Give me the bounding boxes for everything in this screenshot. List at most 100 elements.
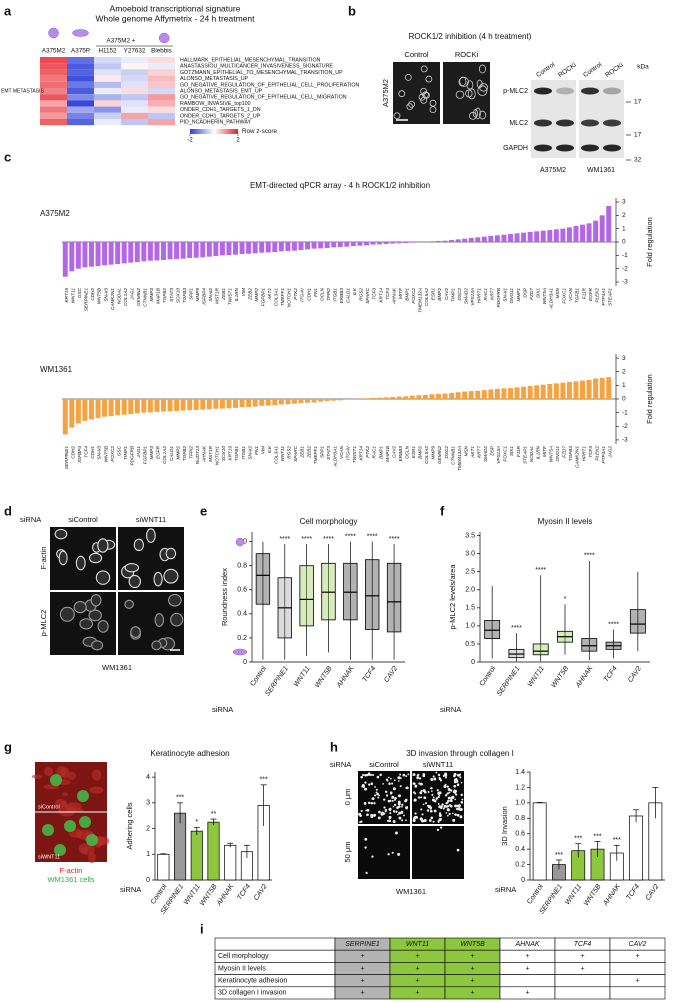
bar	[134, 242, 140, 262]
bar	[219, 399, 225, 409]
cell	[359, 814, 362, 817]
bar	[436, 240, 441, 242]
heatmap-cell	[67, 69, 94, 76]
bar	[508, 388, 513, 399]
bar	[62, 242, 68, 277]
bar	[540, 384, 546, 399]
cell	[399, 785, 402, 788]
heatmap-cell	[121, 69, 148, 76]
cell	[448, 791, 451, 794]
cell	[451, 795, 455, 799]
row-label: GO_NEGATIVE_REGULATION_OF_EPITHELIAL_CEL…	[180, 95, 347, 101]
gene-label: MMP2	[175, 446, 180, 460]
column-header: SERPINE1	[345, 941, 380, 948]
y-tick-label: 0	[622, 396, 626, 403]
cell	[363, 801, 367, 805]
chart-subtitle: Whole genome Affymetrix - 24 h treatment	[95, 13, 255, 23]
band	[534, 144, 552, 152]
gene-label: GEMIN2	[136, 288, 141, 306]
gene-label: TGFB3	[568, 446, 573, 461]
bar	[593, 220, 599, 242]
cell	[432, 796, 435, 799]
x-tick-label: SERPINE1	[496, 665, 522, 697]
bar	[573, 381, 579, 399]
cell	[437, 803, 440, 805]
table-value: +	[360, 978, 364, 985]
bar	[383, 242, 389, 244]
significance: ***	[593, 833, 601, 840]
gene-label: TWIST1	[352, 446, 357, 464]
bar	[383, 397, 389, 399]
y-tick-label: 1.2	[515, 784, 525, 791]
cell	[413, 799, 416, 802]
cell	[429, 99, 437, 107]
row-label: RAMBOW_INVASIVE_top100	[180, 101, 251, 107]
y-tick-label: 0	[521, 877, 525, 884]
cell	[386, 779, 389, 782]
row-label: ONDER_CDH1_TARGETS_1_DN	[180, 107, 261, 113]
cell	[397, 802, 401, 806]
cell	[415, 815, 418, 819]
cell	[375, 791, 378, 794]
gene-label: ESR1	[431, 288, 436, 301]
bar	[324, 399, 330, 402]
y-tick-label: 4	[146, 774, 150, 781]
bar	[462, 238, 468, 242]
sirna-label: siRNA	[330, 760, 351, 769]
cell	[397, 776, 401, 780]
significance: ***	[555, 852, 563, 859]
chart-title: 3D invasion through collagen I	[406, 749, 514, 758]
gene-label: IGFBP4	[77, 446, 82, 463]
bar	[226, 399, 232, 409]
y-tick-label: 3	[146, 800, 150, 807]
cell	[407, 773, 410, 776]
bar	[174, 399, 180, 411]
blot-row-label: MLC2	[509, 120, 528, 127]
table-value: +	[360, 953, 364, 960]
cell	[95, 570, 111, 585]
y-tick-label: 2	[622, 368, 626, 375]
cell	[454, 804, 457, 808]
heatmap-cell	[67, 63, 94, 70]
panel-letter: g	[4, 739, 12, 754]
texture	[31, 774, 43, 779]
labelled-cell	[77, 790, 89, 802]
bar	[108, 399, 114, 417]
gene-label: COL1A2	[162, 446, 167, 464]
cell	[468, 112, 477, 120]
kda-mark: 17	[634, 99, 642, 106]
bar	[285, 242, 291, 252]
y-tick-label: 1.5	[465, 605, 475, 612]
cell	[454, 813, 457, 816]
bar	[390, 396, 396, 399]
micrograph	[358, 771, 410, 824]
table-cell	[609, 962, 666, 975]
gene-label: TGFB3	[182, 288, 187, 303]
cell	[414, 792, 417, 795]
heatmap-cell	[94, 63, 121, 70]
row-group-label: EMT METASTASIS	[1, 88, 44, 94]
x-tick-label: CAV2	[627, 665, 643, 684]
bar	[606, 377, 612, 399]
cell	[163, 568, 179, 584]
bar	[468, 238, 474, 242]
bar	[514, 387, 520, 399]
row-header: Cell morphology	[218, 953, 269, 960]
gene-label: TGFB2	[182, 446, 187, 461]
cell	[378, 794, 381, 797]
heatmap-cell	[148, 75, 175, 82]
gene-label: KRT19	[64, 288, 69, 303]
cell	[447, 796, 451, 800]
cell	[433, 777, 437, 781]
cell	[54, 528, 68, 540]
bar	[69, 242, 75, 272]
heatmap-cell	[94, 119, 121, 126]
heatmap-cell	[40, 57, 67, 64]
bar	[599, 377, 605, 399]
gene-label: KRT7	[490, 288, 495, 300]
cell	[384, 790, 388, 794]
heatmap-cell	[121, 81, 148, 88]
cell	[423, 796, 427, 800]
column-header: AHNAK	[514, 941, 539, 948]
bar	[629, 815, 643, 881]
